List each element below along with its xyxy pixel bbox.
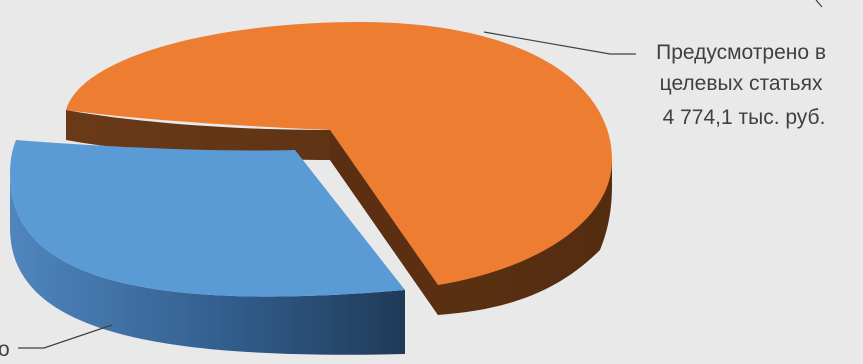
pie-slice-other — [10, 140, 405, 355]
pie-slice-other-top — [10, 140, 405, 297]
slice-label-other-line-1: о — [0, 338, 10, 361]
pie-slice-planned-cut — [330, 130, 438, 315]
slice-label-planned-line-1: Предусмотрено в — [656, 41, 826, 64]
slice-label-planned-line-2: целевых статьях — [660, 72, 823, 95]
slice-label-planned: Предусмотрено в целевых статьях 4 774,1 … — [656, 41, 832, 129]
leader-line-planned — [483, 31, 636, 55]
leader-line-other — [18, 324, 113, 349]
pie-slice-other-side — [10, 175, 405, 355]
pie-slice-planned-top — [66, 22, 612, 285]
leader-line-fragment — [815, 0, 823, 8]
slice-label-planned-line-3: 4 774,1 тыс. руб. — [663, 106, 826, 129]
pie-slice-planned — [66, 22, 612, 315]
slice-label-other: о — [0, 338, 10, 361]
